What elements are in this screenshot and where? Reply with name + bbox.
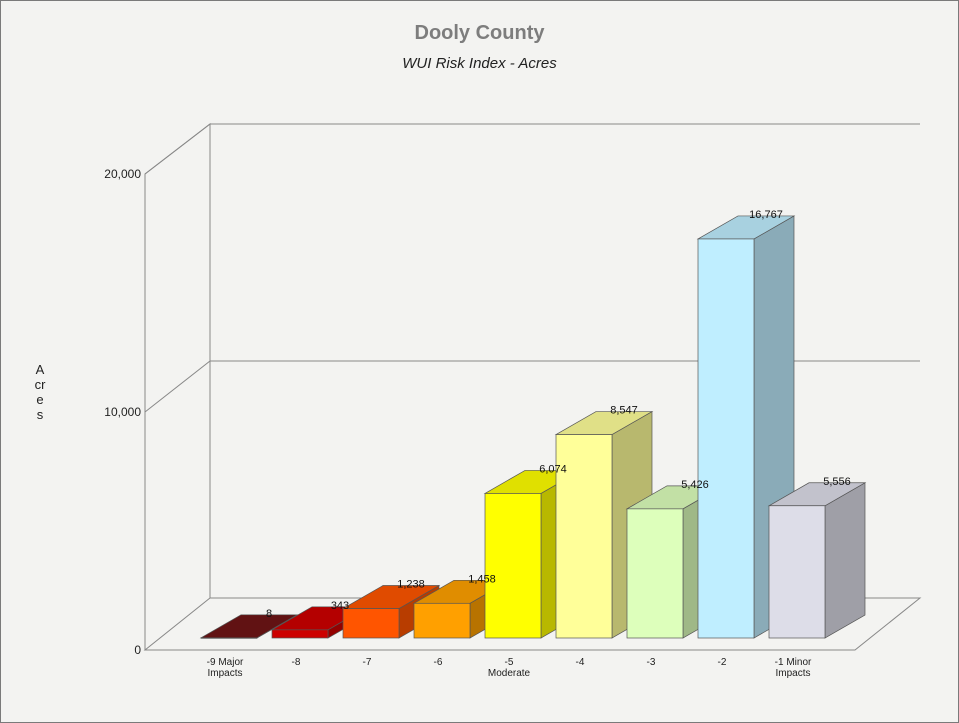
value-label: 1,238 (397, 579, 425, 591)
category-label: -5 (505, 657, 514, 668)
bar-front (342, 608, 400, 639)
value-labels: 8 343 1,238 1,458 6,074 8,547 5,426 16,767 5,556 (266, 209, 851, 620)
bar (199, 614, 299, 639)
bar-front (271, 629, 329, 639)
bar-side (824, 482, 866, 639)
category-label: -2 (718, 657, 727, 668)
chart-title: Dooly County (414, 22, 545, 44)
y-tick-label: 0 (134, 643, 141, 657)
y-tick-label: 10,000 (104, 405, 141, 419)
category-label: Impacts (775, 668, 810, 679)
value-label: 343 (331, 600, 349, 612)
bar-front (555, 434, 613, 639)
gridline (144, 360, 920, 413)
gridlines (144, 123, 920, 413)
value-label: 1,458 (468, 573, 496, 585)
value-label: 6,074 (539, 463, 567, 475)
bar (696, 215, 796, 639)
value-label: 8 (266, 608, 272, 620)
category-label: Impacts (207, 668, 242, 679)
category-label: Moderate (488, 668, 531, 679)
value-label: 16,767 (749, 209, 783, 221)
gridline (144, 123, 920, 175)
y-tick-label: 20,000 (104, 167, 141, 181)
bars (199, 215, 867, 639)
category-label: -4 (576, 657, 585, 668)
bar-front (484, 493, 542, 639)
bar-front (200, 637, 258, 639)
bar (767, 482, 867, 639)
category-label: -7 (363, 657, 372, 668)
category-label: -8 (292, 657, 301, 668)
bar-front (626, 508, 684, 639)
y-axis-label: Acres (34, 362, 46, 422)
bar-front (697, 238, 755, 639)
value-label: 5,426 (681, 479, 709, 491)
category-label: -1 Minor (775, 657, 812, 668)
bar-front (768, 505, 826, 639)
value-label: 5,556 (823, 476, 851, 488)
category-label: -6 (434, 657, 443, 668)
floor (143, 597, 922, 651)
bar-front (413, 602, 471, 639)
y-axis-ticks: 0 10,000 20,000 (104, 167, 141, 657)
category-label: -3 (647, 657, 656, 668)
category-label: -9 Major (207, 657, 244, 668)
value-label: 8,547 (610, 405, 638, 417)
chart-subtitle: WUI Risk Index - Acres (402, 55, 557, 72)
